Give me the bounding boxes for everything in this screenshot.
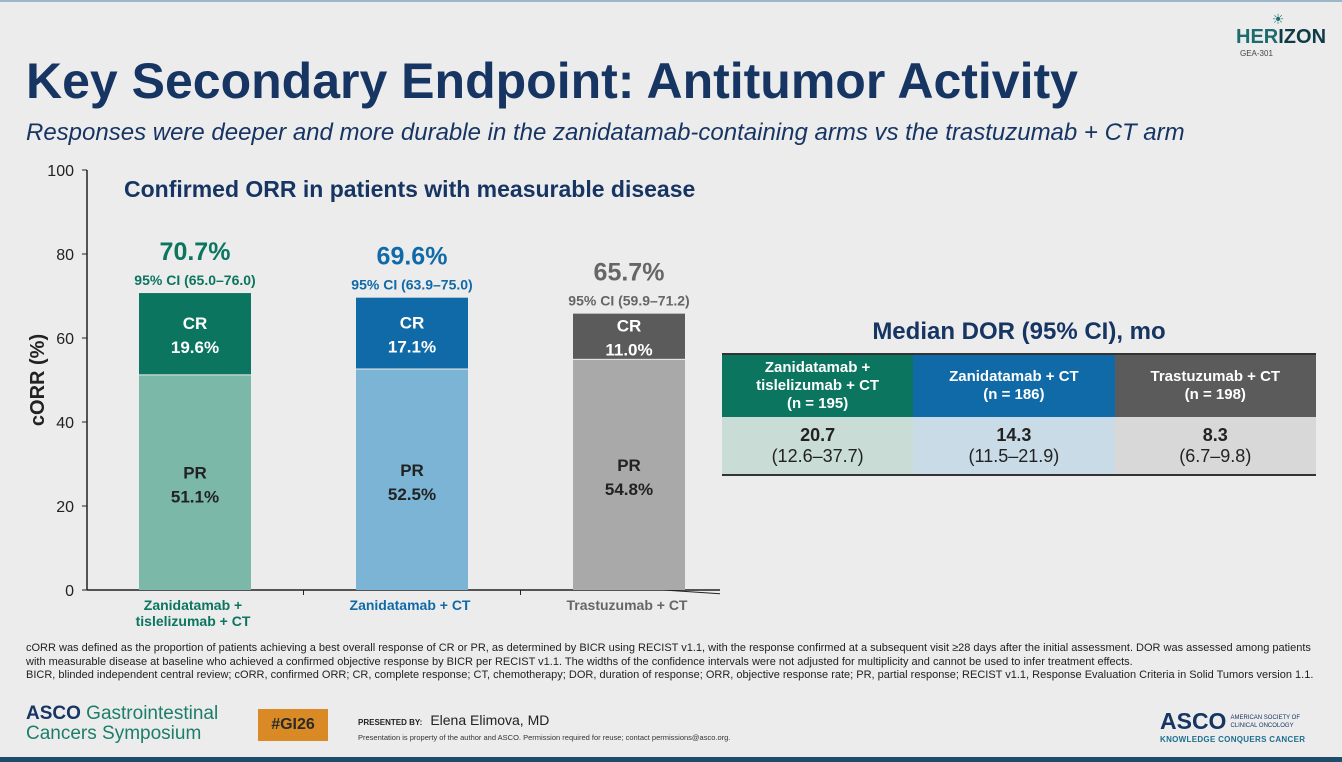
x-tick	[663, 589, 720, 595]
y-tick-label: 80	[56, 247, 74, 264]
y-axis-label: cORR (%)	[27, 334, 49, 426]
header-n: (n = 186)	[983, 386, 1045, 403]
orr-total: 70.7%	[160, 238, 231, 266]
bar-cr	[356, 297, 468, 369]
asco-society-text: AMERICAN SOCIETY OF CLINICAL ONCOLOGY	[1230, 714, 1301, 729]
dor-cell: 8.3 (6.7–9.8)	[1114, 417, 1316, 475]
dor-cell: 14.3 (11.5–21.9)	[913, 417, 1115, 475]
cr-label: CR	[617, 317, 642, 336]
asco-left-text: ASCO	[26, 703, 81, 724]
pr-label: PR	[617, 456, 641, 475]
category-label: Zanidatamab + CT	[350, 597, 471, 613]
dor-median: 20.7	[800, 424, 836, 445]
orr-total: 65.7%	[594, 259, 665, 287]
dor-cell: 20.7 (12.6–37.7)	[722, 417, 914, 475]
top-border	[0, 0, 1342, 2]
bar-cr	[573, 313, 685, 359]
slide-title: Key Secondary Endpoint: Antitumor Activi…	[26, 53, 1078, 109]
bar-pr	[573, 359, 685, 590]
header-n: (n = 198)	[1184, 386, 1246, 403]
header-line: Zanidatamab +	[764, 359, 871, 376]
dor-table: Zanidatamab + tislelizumab + CT (n = 195) Z…	[722, 353, 1316, 476]
ci-label: 95% CI (63.9–75.0)	[351, 277, 472, 293]
y-tick-label: 40	[56, 415, 74, 432]
bar-pr	[356, 369, 468, 590]
property-notice: Presentation is property of the author a…	[358, 733, 731, 742]
y-tick-label: 100	[47, 163, 74, 180]
orr-chart: 0 20 40 60 80 100 cORR (%) PR 51.1% CR 19.6% 95% CI…	[27, 163, 720, 629]
symposium-text: Cancers Symposium	[26, 723, 202, 744]
header-line: tislelizumab + CT	[756, 377, 880, 394]
cr-value: 17.1%	[388, 338, 436, 357]
header-line: Zanidatamab + CT	[949, 368, 1079, 385]
herizon-logo: ☀ HERIZON GEA-301	[1236, 11, 1326, 58]
gi-text: Gastrointestinal	[80, 703, 219, 724]
pr-value: 51.1%	[171, 488, 219, 507]
category-label: tislelizumab + CT	[136, 613, 251, 629]
cr-label: CR	[183, 314, 208, 333]
y-tick-label: 60	[56, 331, 74, 348]
bottom-bar	[0, 757, 1342, 762]
logo-text-a: HER	[1236, 26, 1279, 48]
sun-icon: ☀	[1271, 11, 1285, 27]
logo-subtitle: GEA-301	[1240, 49, 1273, 58]
y-tick-label: 0	[65, 583, 74, 600]
pr-value: 52.5%	[388, 485, 436, 504]
bar-pr	[139, 375, 251, 590]
asco-tagline: KNOWLEDGE CONQUERS CANCER	[1160, 735, 1306, 744]
cr-value: 19.6%	[171, 338, 219, 357]
footnotes: cORR was defined as the proportion of pa…	[26, 642, 1316, 683]
cr-label: CR	[400, 314, 425, 333]
pr-value: 54.8%	[605, 480, 653, 499]
dor-ci: (6.7–9.8)	[1179, 445, 1252, 466]
dor-median: 14.3	[996, 424, 1032, 445]
dor-column-header: Zanidatamab + tislelizumab + CT (n = 195)	[722, 354, 914, 417]
chart-title: Confirmed ORR in patients with measurabl…	[124, 176, 696, 202]
asco-logo: ASCO AMERICAN SOCIETY OF CLINICAL ONCOLOG…	[1160, 708, 1310, 744]
hashtag-badge: #GI26	[258, 709, 328, 741]
footnote-abbreviations: BICR, blinded independent central review…	[26, 669, 1314, 681]
ci-label: 95% CI (59.9–71.2)	[568, 293, 689, 309]
asco-gi-logo: ASCO Gastrointestinal Cancers Symposium	[26, 704, 218, 744]
footnote-definition: cORR was defined as the proportion of pa…	[26, 642, 1311, 668]
logo-text-b: IZON	[1278, 26, 1327, 48]
orr-total: 69.6%	[377, 243, 448, 271]
header-n: (n = 195)	[786, 395, 849, 412]
dor-median: 8.3	[1202, 424, 1228, 445]
dor-column-header: Trastuzumab + CT (n = 198)	[1114, 354, 1316, 417]
category-label: Zanidatamab +	[144, 597, 242, 613]
slide-subtitle: Responses were deeper and more durable i…	[26, 119, 1185, 146]
pr-label: PR	[183, 464, 207, 483]
dor-ci: (11.5–21.9)	[968, 445, 1060, 466]
presenter: PRESENTED BY: Elena Elimova, MD	[358, 712, 549, 728]
presented-by-label: PRESENTED BY:	[358, 718, 423, 727]
header-line: Trastuzumab + CT	[1150, 368, 1281, 385]
dor-ci: (12.6–37.7)	[771, 445, 864, 466]
asco-right-text: ASCO	[1160, 708, 1227, 734]
ci-label: 95% CI (65.0–76.0)	[134, 272, 255, 288]
dor-title: Median DOR (95% CI), mo	[872, 318, 1166, 345]
category-label: Trastuzumab + CT	[567, 597, 688, 613]
y-tick-label: 20	[56, 499, 74, 516]
cr-value: 11.0%	[605, 341, 652, 360]
bar-cr	[139, 293, 251, 375]
pr-label: PR	[400, 461, 424, 480]
presenter-name: Elena Elimova, MD	[430, 712, 550, 728]
dor-column-header: Zanidatamab + CT (n = 186)	[913, 354, 1115, 417]
